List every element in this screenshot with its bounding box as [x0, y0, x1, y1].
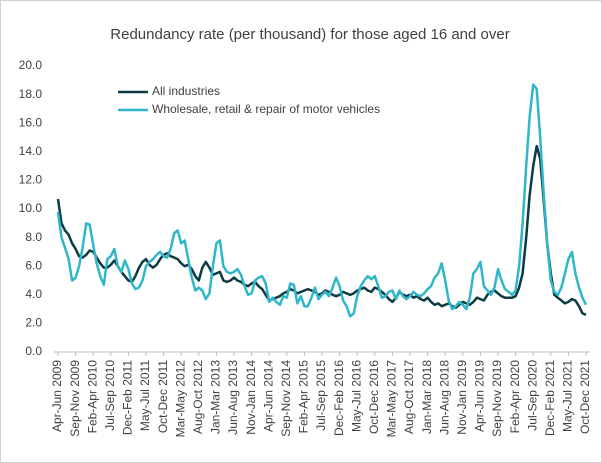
y-tick-label: 16.0 [19, 115, 43, 129]
legend-label: Wholesale, retail & repair of motor vehi… [152, 102, 380, 116]
x-tick-label: May-Jul 2016 [349, 360, 363, 432]
x-tick-label: Oct-Dec 2011 [156, 360, 170, 433]
x-tick-label: Dec-Feb 2016 [332, 360, 346, 436]
x-tick-label: Aug-Oct 2012 [191, 360, 205, 434]
x-tick-label: Aug-Oct 2017 [402, 360, 416, 434]
x-tick-label: Apr-Jun 2019 [473, 360, 487, 432]
x-tick-label: Oct-Dec 2016 [367, 360, 381, 434]
x-tick-label: Jan-Mar 2018 [420, 360, 434, 434]
x-tick-label: Dec-Feb 2021 [543, 360, 557, 436]
x-tick-label: Feb-Apr 2020 [508, 360, 522, 434]
x-tick-label: Mar-May 2012 [173, 360, 187, 438]
x-tick-label: Jan-Mar 2013 [209, 360, 223, 434]
y-tick-label: 0.0 [25, 344, 42, 358]
x-tick-label: May-Jul 2021 [561, 360, 575, 432]
y-tick-label: 4.0 [25, 287, 42, 301]
x-tick-label: Jul-Sep 2015 [314, 360, 328, 431]
x-tick-label: Feb-Apr 2015 [297, 360, 311, 434]
y-tick-label: 18.0 [19, 87, 43, 101]
y-tick-label: 2.0 [25, 316, 42, 330]
chart-title: Redundancy rate (per thousand) for those… [110, 26, 509, 43]
x-tick-label: Sep-Nov 2019 [490, 360, 504, 437]
y-tick-label: 8.0 [25, 230, 42, 244]
y-tick-label: 12.0 [19, 173, 43, 187]
y-tick-label: 6.0 [25, 258, 42, 272]
x-tick-label: Sep-Nov 2009 [68, 360, 82, 437]
x-tick-label: Mar-May 2017 [385, 360, 399, 438]
y-tick-label: 20.0 [19, 58, 43, 72]
x-tick-label: Apr-Jun 2009 [50, 360, 64, 432]
x-tick-label: May-Jul 2011 [138, 360, 152, 431]
x-tick-label: Apr-Jun 2014 [261, 360, 275, 432]
x-tick-label: Sep-Nov 2014 [279, 360, 293, 437]
y-tick-label: 10.0 [19, 201, 43, 215]
y-tick-label: 14.0 [19, 144, 43, 158]
legend-label: All industries [152, 84, 220, 98]
series-line [56, 83, 588, 318]
x-tick-label: Jun-Aug 2013 [226, 360, 240, 435]
x-tick-label: Feb-Apr 2010 [85, 360, 99, 434]
x-tick-label: Jun-Aug 2018 [437, 360, 451, 435]
x-tick-label: Jul-Sep 2010 [103, 360, 117, 431]
x-tick-label: Nov-Jan 2014 [244, 360, 258, 435]
x-tick-label: Nov-Jan 2019 [455, 360, 469, 435]
x-tick-label: Jul-Sep 2020 [525, 360, 539, 431]
x-tick-label: Dec-Feb 2011 [121, 360, 135, 435]
x-tick-label: Oct-Dec 2021 [578, 360, 592, 434]
